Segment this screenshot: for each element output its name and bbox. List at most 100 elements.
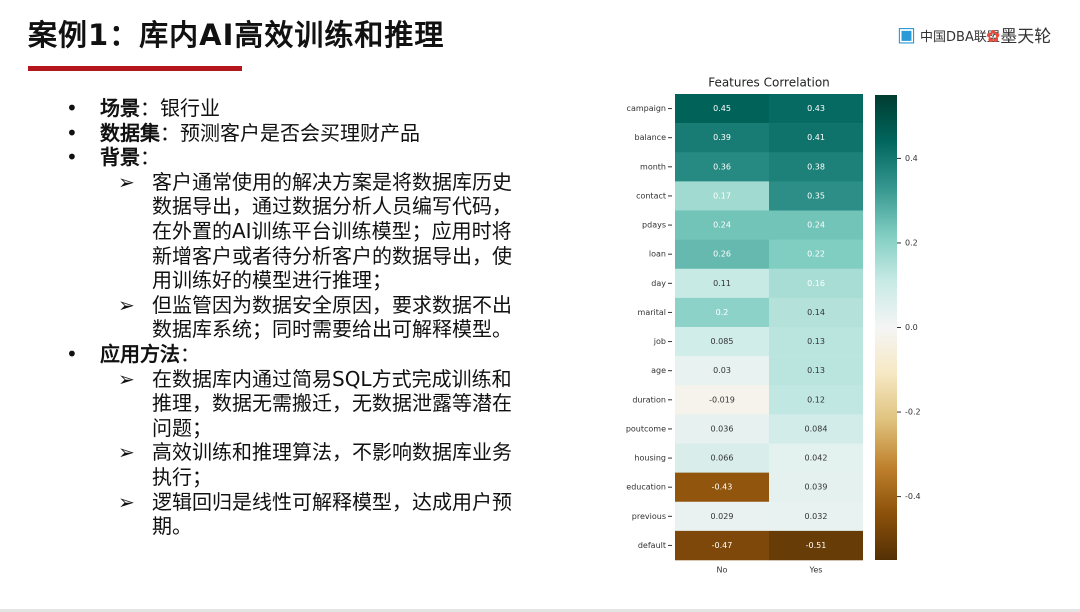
cell-label: 0.41 (807, 133, 825, 142)
row-label: marital (638, 308, 666, 317)
logo-motianlun: ✿墨天轮 (986, 27, 1052, 47)
row-label: poutcome (626, 424, 666, 433)
row-label: housing (634, 454, 666, 463)
column-label: Yes (809, 566, 823, 575)
heatmap-cell (675, 297, 769, 328)
heatmap-cell (769, 414, 863, 444)
cell-label: 0.029 (711, 512, 734, 521)
bullet-text: ：预测客户是否会买理财产品 (160, 120, 420, 145)
cell-label: 0.032 (805, 512, 828, 521)
heatmap-cell (769, 356, 863, 386)
cell-label: 0.13 (807, 337, 825, 346)
cell-label: 0.43 (807, 104, 825, 113)
bullet: 背景： (62, 145, 517, 170)
cell-label: -0.47 (712, 541, 733, 550)
bullet-list: 场景：银行业数据集：预测客户是否会买理财产品背景：客户通常使用的解决方案是将数据… (62, 96, 517, 539)
cell-label: 0.39 (713, 133, 731, 142)
row-label: day (651, 279, 666, 288)
row-label: pdays (642, 221, 666, 230)
heatmap-cell (769, 181, 863, 211)
heatmap-cell (675, 210, 769, 240)
colorbar-tick-label: 0.2 (905, 238, 918, 247)
heatmap-cell (675, 239, 769, 270)
cell-label: -0.43 (712, 483, 733, 492)
row-label: balance (635, 133, 667, 142)
cell-label: 0.039 (805, 483, 828, 492)
colorbar-tick-label: 0.0 (905, 323, 918, 332)
heatmap-cell (769, 472, 863, 503)
logo-dba: ▣ 中国DBA联盟 (897, 22, 1000, 46)
cell-label: 0.2 (716, 308, 729, 317)
sub-bullet: 在数据库内通过简易SQL方式完成训练和推理，数据无需搬迁，无数据泄露等潜在问题； (115, 367, 517, 441)
bullet-text: ：银行业 (140, 96, 220, 120)
heatmap-cell (675, 385, 769, 415)
bullet-label: 应用方法 (100, 341, 180, 366)
heatmap-cell (675, 123, 769, 153)
cell-label: -0.51 (806, 541, 827, 550)
colorbar-tick-label: 0.4 (905, 154, 918, 163)
bullet: 场景：银行业 (62, 96, 517, 121)
bullet: 数据集：预测客户是否会买理财产品 (62, 121, 517, 146)
heatmap-cell (769, 210, 863, 240)
colorbar-tick-label: -0.2 (905, 408, 921, 417)
column-label: No (717, 566, 728, 575)
sub-bullet: 高效训练和推理算法，不影响数据库业务执行； (115, 440, 517, 489)
heatmap-cell (769, 501, 863, 532)
bullet-text: ： (140, 145, 160, 170)
cell-label: 0.11 (713, 279, 731, 288)
row-label: contact (636, 191, 666, 200)
cell-label: 0.24 (807, 221, 825, 230)
heatmap-cell (675, 472, 769, 503)
heatmap-cell (769, 443, 863, 473)
cell-label: -0.019 (709, 395, 735, 404)
cell-label: 0.03 (713, 366, 731, 375)
heatmap-cell (769, 152, 863, 182)
row-label: campaign (627, 104, 666, 113)
cell-label: 0.45 (713, 104, 731, 113)
cell-label: 0.036 (711, 424, 734, 433)
cell-label: 0.26 (713, 250, 731, 259)
row-label: previous (632, 512, 666, 521)
cell-label: 0.35 (807, 191, 825, 200)
heatmap-cell (675, 356, 769, 386)
row-label: age (651, 366, 666, 375)
sub-bullet: 客户通常使用的解决方案是将数据库历史数据导出，通过数据分析人员编写代码，在外置的… (115, 170, 517, 293)
heatmap-cell (675, 443, 769, 473)
row-label: default (638, 541, 666, 550)
cell-label: 0.16 (807, 279, 825, 288)
heatmap-cell (675, 327, 769, 357)
row-label: education (626, 483, 666, 492)
cell-label: 0.38 (807, 162, 825, 171)
cell-label: 0.36 (713, 162, 731, 171)
heatmap-cell (769, 123, 863, 153)
heatmap-cell (675, 501, 769, 532)
heatmap-cell (675, 181, 769, 211)
heatmap-cell (675, 268, 769, 299)
chart-title: Features Correlation (708, 76, 830, 90)
footer-line (0, 609, 1080, 612)
bullet-label: 场景 (100, 96, 140, 120)
row-label: loan (649, 250, 666, 259)
cell-label: 0.066 (711, 454, 734, 463)
cell-label: 0.13 (807, 366, 825, 375)
heatmap-cell (769, 297, 863, 328)
bullet-label: 背景 (100, 145, 140, 170)
sub-bullet: 但监管因为数据安全原因，要求数据不出数据库系统；同时需要给出可解释模型。 (115, 293, 517, 342)
cell-label: 0.22 (807, 250, 825, 259)
heatmap-cell (769, 385, 863, 415)
colorbar-tick-label: -0.4 (905, 492, 921, 501)
heatmap-cell (675, 414, 769, 444)
colorbar (875, 95, 897, 560)
heatmap-cell (769, 327, 863, 357)
logo-text: 中国DBA联盟 (920, 30, 1000, 45)
cell-label: 0.085 (711, 337, 734, 346)
cell-label: 0.084 (805, 424, 828, 433)
heatmap-cell (675, 94, 769, 124)
logo-text: 墨天轮 (1000, 27, 1052, 47)
row-label: duration (632, 395, 666, 404)
bullet: 应用方法： (62, 342, 517, 367)
row-label: month (640, 162, 666, 171)
heatmap-cell (769, 530, 863, 561)
heatmap-cell (769, 239, 863, 270)
